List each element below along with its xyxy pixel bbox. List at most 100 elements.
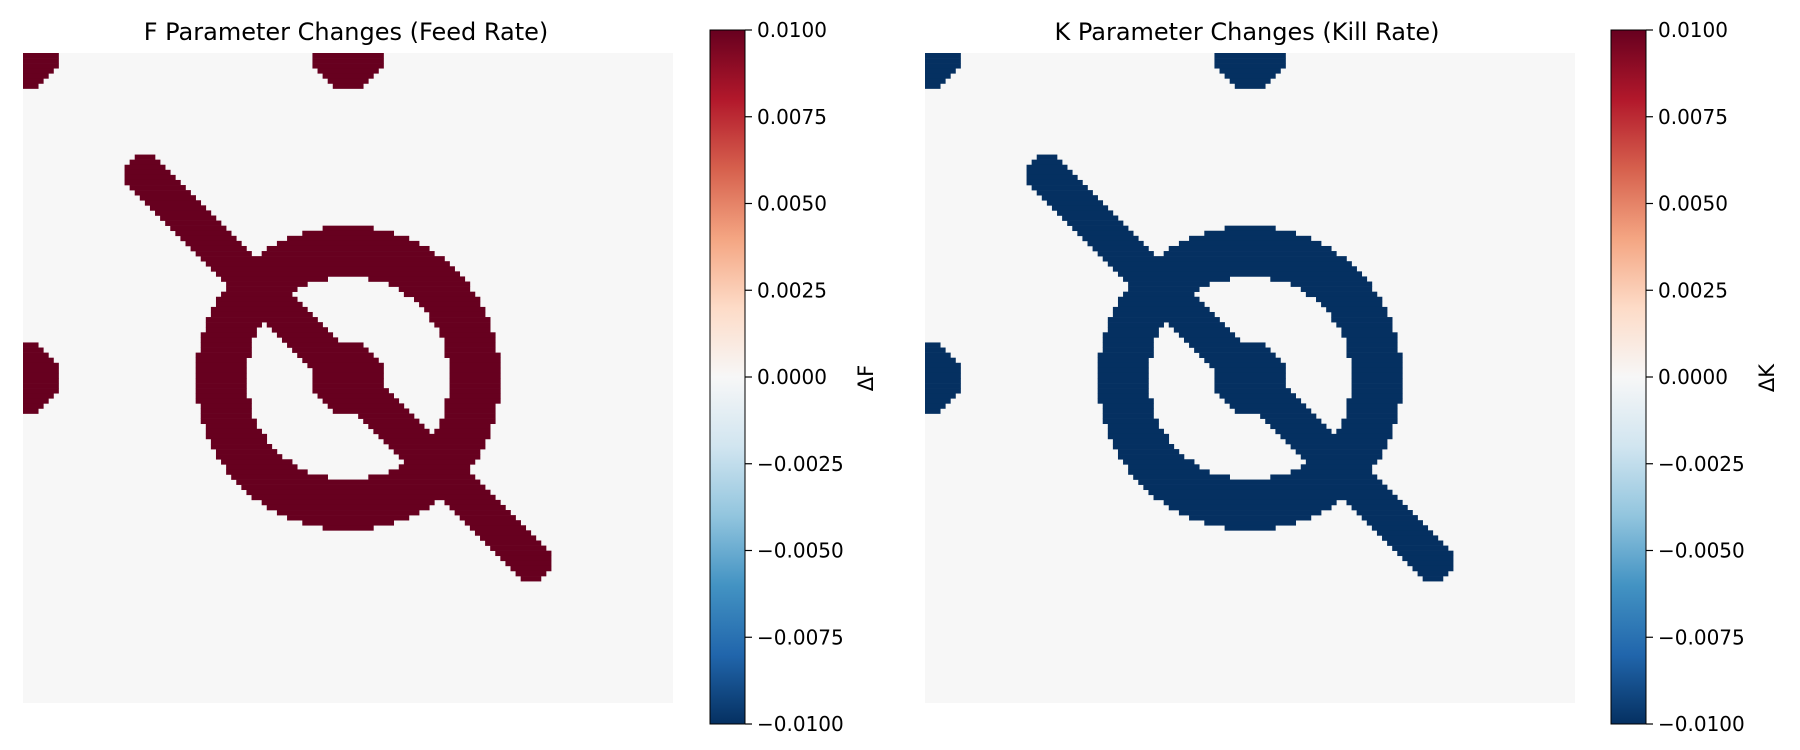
heatmap-cell-run bbox=[327, 403, 405, 409]
heatmap-cell-run bbox=[434, 322, 491, 328]
heatmap-cell-run bbox=[1376, 530, 1434, 536]
heatmap-cell-run bbox=[1422, 576, 1444, 582]
heatmap-cell-run bbox=[231, 474, 328, 480]
heatmap-cell-run bbox=[373, 428, 430, 435]
heatmap-cell-run bbox=[1224, 225, 1276, 232]
heatmap-cell-run bbox=[925, 367, 961, 374]
heatmap-cell-run bbox=[1351, 357, 1403, 364]
heatmap-cell-run bbox=[1107, 317, 1220, 323]
heatmap-cell-run bbox=[1351, 362, 1403, 369]
heatmap-cell-run bbox=[925, 53, 961, 59]
heatmap-cell-run bbox=[434, 428, 491, 435]
heatmap-cell-run bbox=[368, 276, 466, 282]
heatmap-cell-run bbox=[200, 337, 252, 343]
heatmap-cell-run bbox=[1173, 327, 1230, 333]
heatmap-cell-run bbox=[266, 322, 323, 328]
heatmap-cell-run bbox=[444, 347, 496, 353]
colorbar-tick-label: 0.0000 bbox=[757, 365, 827, 389]
heatmap-cell-run bbox=[449, 357, 501, 364]
heatmap-cell-run bbox=[180, 235, 237, 242]
colorbar-tick-label: −0.0100 bbox=[1658, 712, 1745, 736]
heatmap-cell-run bbox=[439, 418, 496, 425]
heatmap-cell-run bbox=[1280, 433, 1393, 440]
heatmap-cell-run bbox=[449, 388, 501, 394]
colorbar-tick-label: 0.0100 bbox=[1658, 18, 1728, 42]
heatmap-cell-run bbox=[281, 337, 339, 343]
heatmap-cell-run bbox=[200, 342, 252, 348]
heatmap-cell-run bbox=[1371, 525, 1429, 531]
heatmap-cell-run bbox=[1031, 159, 1063, 166]
heatmap-cell-run bbox=[195, 383, 247, 389]
heatmap-cell-run bbox=[155, 210, 212, 216]
heatmap-cell-run bbox=[449, 367, 501, 374]
heatmap-cell-run bbox=[1351, 367, 1403, 374]
heatmap-cell-run bbox=[439, 332, 496, 338]
heatmap-cell-run bbox=[124, 169, 171, 176]
heatmap-cell-run bbox=[1366, 520, 1423, 526]
heatmap-cell-run bbox=[124, 164, 166, 171]
heatmap-cell-run bbox=[1072, 225, 1129, 232]
heatmap-cell-run bbox=[241, 484, 486, 491]
heatmap-cell-run bbox=[1102, 347, 1154, 353]
heatmap-cell-run bbox=[1163, 499, 1337, 506]
heatmap-cell-run bbox=[312, 372, 384, 379]
heatmap-cell-run bbox=[444, 413, 496, 419]
heatmap-cell-run bbox=[322, 73, 374, 79]
colorbar-ticks-f: 0.0100 0.0075 0.0050 0.0025 0.0000 −0.0025 −0.… bbox=[745, 18, 844, 736]
colorbar-tick-label: −0.0075 bbox=[1658, 625, 1745, 649]
heatmap-cell-run bbox=[1178, 240, 1322, 247]
heatmap-cell-run bbox=[925, 388, 961, 394]
heatmap-cell-run bbox=[444, 337, 496, 343]
heatmap-cell-run bbox=[1051, 205, 1109, 211]
heatmap-cell-run bbox=[1295, 449, 1383, 455]
panel-k: K Parameter Changes (Kill Rate) 0.01000.… bbox=[925, 18, 1779, 736]
heatmap-cell-run bbox=[1346, 347, 1398, 353]
heatmap-cell-run bbox=[1102, 332, 1159, 338]
heatmap-cell-run bbox=[383, 438, 486, 445]
heatmap-cell-run bbox=[1300, 464, 1373, 470]
heatmap-cell-run bbox=[925, 58, 961, 64]
heatmap-cell-run bbox=[469, 525, 527, 531]
heatmap-cell-run bbox=[1123, 459, 1195, 465]
heatmap-cell-run bbox=[160, 215, 217, 221]
heatmap-cell-run bbox=[1199, 352, 1276, 358]
heatmap-cell-run bbox=[925, 352, 951, 358]
heatmap-cell-run bbox=[1341, 418, 1398, 425]
heatmap-cell-run bbox=[251, 494, 496, 501]
heatmap-cell-run bbox=[480, 535, 537, 541]
heatmap-cell-run bbox=[1361, 515, 1418, 521]
colorbar-label-f: ΔF bbox=[854, 365, 878, 391]
heatmap-cell-run bbox=[215, 454, 283, 460]
heatmap-cell-run bbox=[215, 296, 298, 303]
heatmap-cell-run bbox=[200, 413, 252, 419]
heatmap-cell-run bbox=[1143, 484, 1388, 491]
heatmap-cell-run bbox=[210, 438, 268, 445]
heatmap-cell-run bbox=[925, 73, 951, 79]
heatmap-cell-run bbox=[1341, 332, 1398, 338]
heatmap-cell-run bbox=[200, 408, 252, 414]
heatmap-cell-run bbox=[221, 276, 328, 282]
heatmap-cell-run bbox=[302, 520, 395, 526]
heatmap-cell-run bbox=[1351, 378, 1403, 384]
heatmap-cell-run bbox=[1031, 185, 1088, 191]
colorbar-tick-label: 0.0050 bbox=[757, 192, 827, 216]
heatmap-cell-run bbox=[1168, 322, 1225, 328]
heatmap-cell-run bbox=[1214, 367, 1286, 374]
heatmap-cell-run bbox=[23, 378, 59, 384]
heatmap-cell-run bbox=[1102, 342, 1154, 348]
heatmap-cell-run bbox=[327, 78, 369, 84]
heatmap-cell-run bbox=[195, 398, 252, 404]
heatmap-f bbox=[23, 53, 673, 703]
heatmap-cell-run bbox=[297, 352, 374, 358]
colorbar-ticks-k: 0.0100 0.0075 0.0050 0.0025 0.0000 −0.0025 −0.… bbox=[1646, 18, 1745, 736]
heatmap-cell-run bbox=[210, 306, 308, 313]
heatmap-cell-run bbox=[925, 398, 951, 404]
heatmap-cell-run bbox=[23, 362, 59, 369]
heatmap-cell-run bbox=[1168, 504, 1332, 511]
heatmap-cell-run bbox=[1229, 403, 1307, 409]
heatmap-cell-run bbox=[221, 459, 293, 465]
heatmap-cell-run bbox=[312, 383, 384, 389]
heatmap-cell-run bbox=[1026, 179, 1083, 186]
heatmap-cell-run bbox=[165, 220, 222, 226]
heatmap-cell-run bbox=[1224, 398, 1302, 404]
